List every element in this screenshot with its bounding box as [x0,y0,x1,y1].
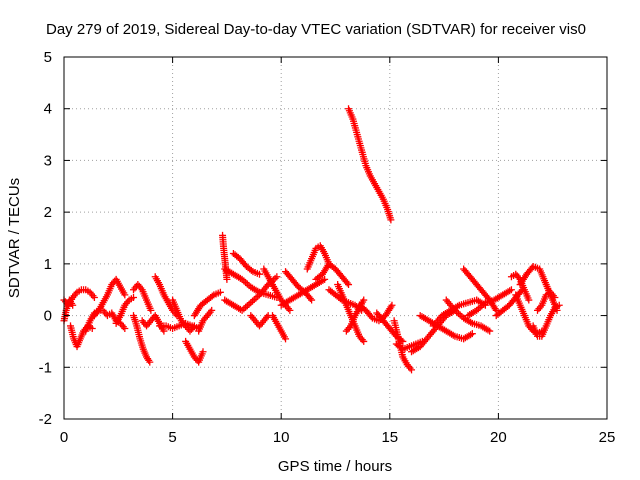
series-arc-07 [130,281,155,314]
data-point [321,275,329,283]
x-tick-labels: 0 5 10 15 20 25 [60,429,616,446]
data-point [308,296,316,304]
y-tick-label: 1 [44,256,52,273]
series-arc-24 [282,268,316,304]
data-point [242,278,250,286]
data-point [306,295,314,303]
x-tick-label: 25 [599,429,616,446]
data-point [360,337,368,345]
series-arc-19 [229,250,263,278]
data-point [243,302,251,310]
data-point [249,297,257,305]
chart-title: Day 279 of 2019, Sidereal Day-to-day VTE… [46,21,586,38]
x-tick-label: 5 [168,429,176,446]
data-point [240,305,248,313]
data-point [360,296,368,304]
series-arc-40 [464,286,515,320]
data-point [468,330,476,338]
data-point [250,296,258,304]
series-arc-26 [312,260,353,289]
series-arc-10 [151,273,181,320]
data-point [252,294,260,302]
data-markers [60,105,563,374]
y-tick-label: 3 [44,152,52,169]
series-arc-46 [533,288,559,314]
data-point [69,301,77,309]
data-point [199,348,207,356]
data-point [121,325,129,332]
data-point [247,266,255,274]
series-arc-08 [130,312,154,366]
series-arc-01 [60,286,98,309]
data-point [456,311,464,319]
series-arc-09 [138,312,168,335]
series-arc-12 [182,337,207,366]
y-axis-label: SDTVAR / TECUs [6,178,23,298]
data-point [387,216,395,224]
series-arc-31 [345,105,395,224]
data-point [282,335,290,343]
data-point [254,292,262,300]
series-arc-25 [303,242,333,273]
data-point [90,293,98,301]
x-tick-label: 10 [273,429,290,446]
data-point [216,288,224,296]
data-point [243,280,251,288]
data-point [255,270,263,278]
data-point [388,301,396,309]
data-point [121,291,129,299]
y-tick-label: -2 [39,411,52,428]
data-point [146,358,154,366]
data-point [190,322,198,330]
data-point [247,299,255,307]
y-tick-label: 2 [44,204,52,221]
data-point [208,292,216,300]
x-tick-label: 0 [60,429,68,446]
plot-frame [63,56,608,420]
x-tick-label: 20 [490,429,507,446]
series-arc-38 [442,296,494,335]
data-point [408,366,416,374]
y-tick-label: 4 [44,101,52,118]
series-arc-33 [390,317,416,374]
x-axis-label: GPS time / hours [278,458,392,475]
series-arc-06 [112,293,138,327]
series-arc-45 [529,301,563,340]
y-tick-label: -1 [39,359,52,376]
data-point [507,286,515,294]
data-point [345,281,353,289]
series-arc-14 [190,288,224,320]
series-arc-22 [269,312,290,343]
series-arc-20 [247,312,272,330]
data-point [130,293,138,301]
y-tick-labels: -2 -1 0 1 2 3 4 5 [39,49,52,428]
data-point [525,296,533,304]
data-point [147,306,155,314]
series-arc-28 [334,281,368,345]
series-arc-02 [67,322,96,351]
data-point [486,327,494,335]
data-point [343,279,351,287]
x-tick-label: 15 [381,429,398,446]
data-point [245,300,253,308]
data-point [273,273,281,281]
data-point [551,293,559,301]
data-point [223,275,231,283]
data-point [208,306,216,314]
series-arc-32 [373,309,407,345]
series-arc-13 [169,296,198,335]
axis-ticks [63,56,608,420]
data-point [286,306,294,314]
y-tick-label: 5 [44,49,52,66]
grid-lines [64,57,607,419]
data-point [555,301,563,309]
series-arc-15 [195,306,216,335]
series-arc-04 [90,275,129,320]
series-arc-18 [221,273,281,314]
series-arc-41 [492,286,526,320]
y-tick-label: 0 [44,308,52,325]
series-arc-16 [219,231,231,283]
